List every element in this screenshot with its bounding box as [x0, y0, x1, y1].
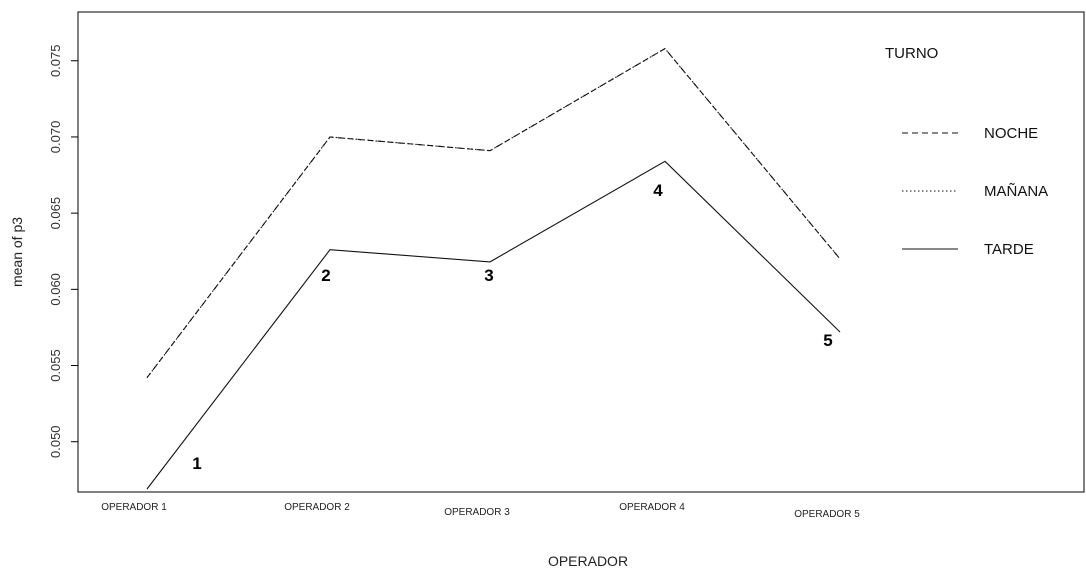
- x-category-label: OPERADOR 1: [101, 502, 167, 513]
- point-annotation: 1: [192, 454, 201, 473]
- y-tick-label: 0.065: [48, 197, 63, 230]
- series-line-noche: [146, 47, 841, 379]
- point-annotation: 4: [653, 181, 663, 200]
- series-line-mañana: [146, 47, 841, 379]
- series-line-tarde: [146, 160, 841, 490]
- y-tick-label: 0.050: [48, 425, 63, 458]
- y-axis-title: mean of p3: [9, 217, 25, 287]
- legend-title: TURNO: [885, 45, 938, 62]
- point-annotation: 5: [823, 331, 832, 350]
- y-tick-label: 0.055: [48, 349, 63, 382]
- x-category-label: OPERADOR 5: [794, 509, 860, 520]
- y-tick-label: 0.060: [48, 273, 63, 306]
- x-category-label: OPERADOR 2: [284, 502, 350, 513]
- y-tick-label: 0.070: [48, 121, 63, 154]
- y-tick-label: 0.075: [48, 44, 63, 77]
- legend-label-tarde: TARDE: [984, 241, 1034, 258]
- x-category-label: OPERADOR 4: [619, 502, 685, 513]
- legend-label-noche: NOCHE: [984, 125, 1038, 142]
- point-annotation: 3: [484, 266, 493, 285]
- plot-frame: [77, 11, 1085, 493]
- point-annotation: 2: [321, 266, 330, 285]
- legend-label-mañana: MAÑANA: [984, 183, 1048, 200]
- x-axis-title: OPERADOR: [548, 553, 628, 569]
- x-category-label: OPERADOR 3: [444, 507, 510, 518]
